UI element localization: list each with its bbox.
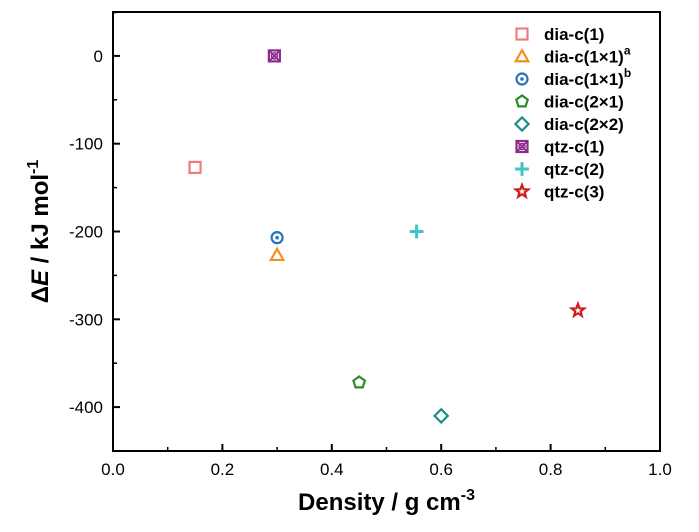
legend-marker-square-x [515, 139, 529, 154]
data-point-2 [268, 246, 286, 262]
legend-label-text: dia-c(2×1) [544, 93, 624, 112]
legend-marker-circle-dot-center [520, 77, 524, 81]
legend-label-superscript: a [624, 44, 631, 58]
legend-label-text: dia-c(1) [544, 25, 604, 44]
y-tick-label: -300 [69, 310, 103, 329]
legend-item: dia-c(1×1)b [515, 66, 631, 89]
y-axis-title: ΔE / kJ mol-1 [25, 160, 54, 304]
x-tick-label: 0.0 [101, 460, 125, 479]
legend-label: dia-c(2×1) [544, 93, 624, 112]
legend-label: qtz-c(3) [544, 183, 604, 202]
marker-square [188, 160, 202, 175]
y-axis-title-superscript: -1 [25, 160, 42, 174]
legend-item: qtz-c(2) [515, 160, 604, 179]
legend-label: dia-c(2×2) [544, 115, 624, 134]
legend-label-text: dia-c(1×1) [544, 48, 624, 67]
data-point-7 [409, 224, 424, 239]
x-tick-label: 0.2 [211, 460, 235, 479]
marker-square-x-x2 [268, 49, 281, 63]
legend-label-text: dia-c(1×1) [544, 70, 624, 89]
y-axis-title-text: / kJ mol [27, 174, 54, 270]
legend-marker-triangle [513, 47, 531, 63]
legend-marker-circle-dot [515, 72, 529, 86]
x-axis-title-text: Density / g cm [298, 489, 461, 516]
data-point-3 [270, 231, 284, 245]
legend-label-text: dia-c(2×2) [544, 115, 624, 134]
marker-square-x-ring [270, 52, 279, 60]
y-tick-label: 0 [94, 47, 103, 66]
legend-marker-diamond [513, 115, 531, 133]
legend-item: dia-c(2×2) [513, 115, 624, 134]
x-axis: 0.0 0.2 0.4 0.6 0.8 1.0 [101, 444, 672, 479]
marker-star [568, 300, 588, 319]
y-axis: 0 -100 -200 -300 -400 [69, 11, 120, 417]
data-point-4 [352, 375, 367, 389]
legend-label: dia-c(1) [544, 25, 604, 44]
x-axis-title: Density / g cm-3 [298, 487, 475, 516]
legend-marker-square-x-ring [518, 142, 526, 151]
marker-triangle [268, 246, 286, 262]
legend-marker-star [512, 181, 532, 200]
legend-label-text: qtz-c(1) [544, 138, 604, 157]
marker-circle-dot-center [275, 235, 279, 240]
y-tick-label: -100 [69, 135, 103, 154]
marker-square-x [267, 49, 281, 63]
legend-label-text: qtz-c(2) [544, 160, 604, 179]
x-tick-label: 1.0 [648, 460, 672, 479]
legend-label: qtz-c(2) [544, 160, 604, 179]
y-axis-title-delta: Δ [27, 286, 54, 303]
y-tick-label: -200 [69, 223, 103, 242]
legend-label: qtz-c(1) [544, 138, 604, 157]
data-point-6 [267, 49, 281, 63]
legend-marker-square [515, 27, 529, 41]
data-point-8 [568, 300, 588, 319]
marker-diamond [433, 407, 450, 425]
data-point-5 [433, 407, 450, 425]
legend-label-text: qtz-c(3) [544, 183, 604, 202]
legend: dia-c(1)dia-c(1×1)adia-c(1×1)bdia-c(2×1)… [512, 25, 631, 202]
legend-marker-pentagon [514, 94, 530, 108]
legend-item: qtz-c(1) [515, 138, 604, 157]
data-points [188, 49, 588, 425]
legend-item: dia-c(2×1) [514, 93, 624, 112]
legend-label: dia-c(1×1)a [544, 44, 631, 67]
legend-item: qtz-c(3) [512, 181, 604, 202]
x-tick-label: 0.6 [429, 460, 453, 479]
legend-label-superscript: b [624, 66, 631, 80]
legend-item: dia-c(1×1)a [513, 44, 631, 67]
x-tick-label: 0.8 [539, 460, 563, 479]
legend-item: dia-c(1) [515, 25, 604, 44]
x-tick-label: 0.4 [320, 460, 344, 479]
legend-marker-square-x-x2 [515, 140, 529, 153]
data-point-1 [188, 160, 202, 175]
y-axis-title-symbol: E [27, 269, 54, 286]
x-axis-title-superscript: -3 [461, 487, 475, 504]
marker-circle-dot [270, 231, 284, 245]
legend-label: dia-c(1×1)b [544, 66, 631, 89]
y-tick-label: -400 [69, 398, 103, 417]
marker-pentagon [352, 375, 367, 389]
